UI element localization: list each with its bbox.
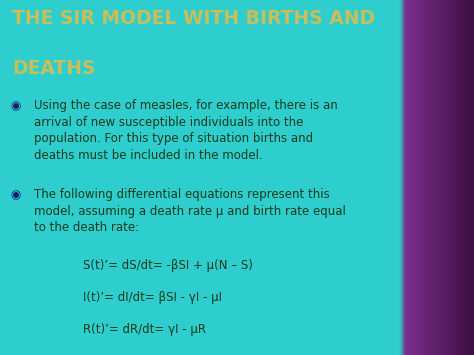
Text: THE SIR MODEL WITH BIRTHS AND: THE SIR MODEL WITH BIRTHS AND: [12, 9, 375, 28]
FancyBboxPatch shape: [401, 0, 402, 355]
Text: ◉: ◉: [10, 99, 21, 113]
Text: DEATHS: DEATHS: [12, 59, 95, 78]
Text: Using the case of measles, for example, there is an
arrival of new susceptible i: Using the case of measles, for example, …: [34, 99, 338, 162]
FancyBboxPatch shape: [403, 0, 404, 355]
FancyBboxPatch shape: [399, 0, 400, 355]
FancyBboxPatch shape: [402, 0, 403, 355]
FancyBboxPatch shape: [402, 0, 403, 355]
FancyBboxPatch shape: [405, 0, 406, 355]
Text: S(t)’= dS/dt= -βSI + μ(N – S): S(t)’= dS/dt= -βSI + μ(N – S): [83, 259, 253, 272]
FancyBboxPatch shape: [399, 0, 400, 355]
FancyBboxPatch shape: [400, 0, 401, 355]
Text: R(t)’= dR/dt= γI - μR: R(t)’= dR/dt= γI - μR: [83, 323, 206, 336]
FancyBboxPatch shape: [404, 0, 405, 355]
FancyBboxPatch shape: [404, 0, 405, 355]
FancyBboxPatch shape: [403, 0, 404, 355]
Text: I(t)’= dI/dt= βSI - γI - μI: I(t)’= dI/dt= βSI - γI - μI: [83, 291, 222, 304]
FancyBboxPatch shape: [401, 0, 402, 355]
Text: The following differential equations represent this
model, assuming a death rate: The following differential equations rep…: [34, 188, 346, 234]
Text: ◉: ◉: [10, 188, 21, 201]
FancyBboxPatch shape: [400, 0, 401, 355]
